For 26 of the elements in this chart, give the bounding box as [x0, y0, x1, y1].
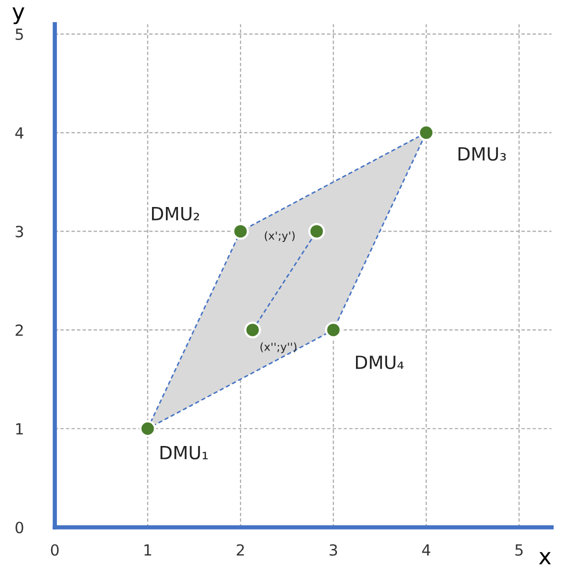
x-tick-label: 5 — [515, 544, 523, 556]
y-tick-label: 3 — [16, 226, 24, 238]
point — [308, 222, 325, 240]
y-tick-label: 1 — [16, 423, 23, 434]
y-tick-label: 0 — [16, 522, 24, 534]
annotation: DMU₂ — [152, 207, 200, 220]
y-axis-title: y — [12, 7, 24, 24]
point — [418, 124, 435, 141]
y-tick-label: 2 — [16, 324, 23, 336]
point — [232, 222, 249, 240]
x-axis-title: x — [539, 552, 551, 564]
annotation: DMU₃ — [458, 147, 506, 161]
annotation: DMU₁ — [160, 446, 208, 460]
x-tick-label: 4 — [422, 544, 430, 556]
x-tick-label: 0 — [50, 544, 59, 556]
point — [325, 322, 342, 338]
point — [139, 420, 156, 437]
x-tick-label: 2 — [236, 544, 244, 556]
y-tick-label: 5 — [16, 28, 23, 40]
annotation: (x'';y'') — [260, 342, 296, 354]
annotation: DMU₄ — [356, 356, 404, 370]
annotation: (x';y') — [264, 231, 295, 242]
point — [244, 322, 261, 338]
x-tick-label: 1 — [144, 544, 152, 556]
x-tick-label: 3 — [330, 544, 338, 556]
y-tick-label: 4 — [15, 127, 24, 138]
